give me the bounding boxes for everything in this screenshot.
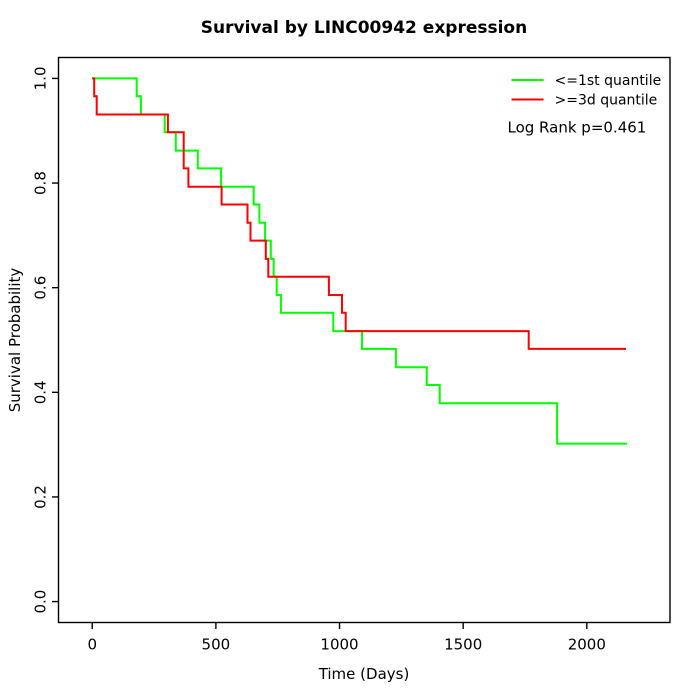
x-tick-label: 500: [202, 636, 231, 654]
y-tick-label: 0.2: [32, 485, 50, 509]
x-tick-label: 0: [87, 636, 97, 654]
km-curve-3d-quantile: [92, 77, 627, 350]
legend: <=1st quantile >=3d quantile Log Rank p=…: [508, 73, 662, 137]
legend-label-3d-quantile: >=3d quantile: [555, 93, 658, 109]
y-axis: 0.0 0.2 0.4 0.6 0.8 1.0: [32, 66, 59, 614]
y-tick-label: 0.6: [32, 276, 50, 300]
x-axis-title: Time (Days): [318, 665, 410, 683]
log-rank-pvalue: Log Rank p=0.461: [508, 119, 647, 137]
plot-box: [57, 56, 671, 624]
x-axis: 0 500 1000 1500 2000: [87, 622, 606, 654]
y-tick-label: 1.0: [32, 66, 50, 90]
x-tick-label: 1500: [444, 636, 482, 654]
y-tick-label: 0.8: [32, 171, 50, 195]
y-tick-label: 0.0: [32, 590, 50, 614]
legend-label-1st-quantile: <=1st quantile: [555, 73, 662, 89]
survival-curves: [92, 77, 628, 445]
x-tick-label: 1000: [320, 636, 358, 654]
y-tick-label: 0.4: [32, 380, 50, 404]
chart-title: Survival by LINC00942 expression: [201, 18, 527, 38]
y-axis-title: Survival Probability: [6, 268, 24, 413]
x-tick-label: 2000: [568, 636, 606, 654]
